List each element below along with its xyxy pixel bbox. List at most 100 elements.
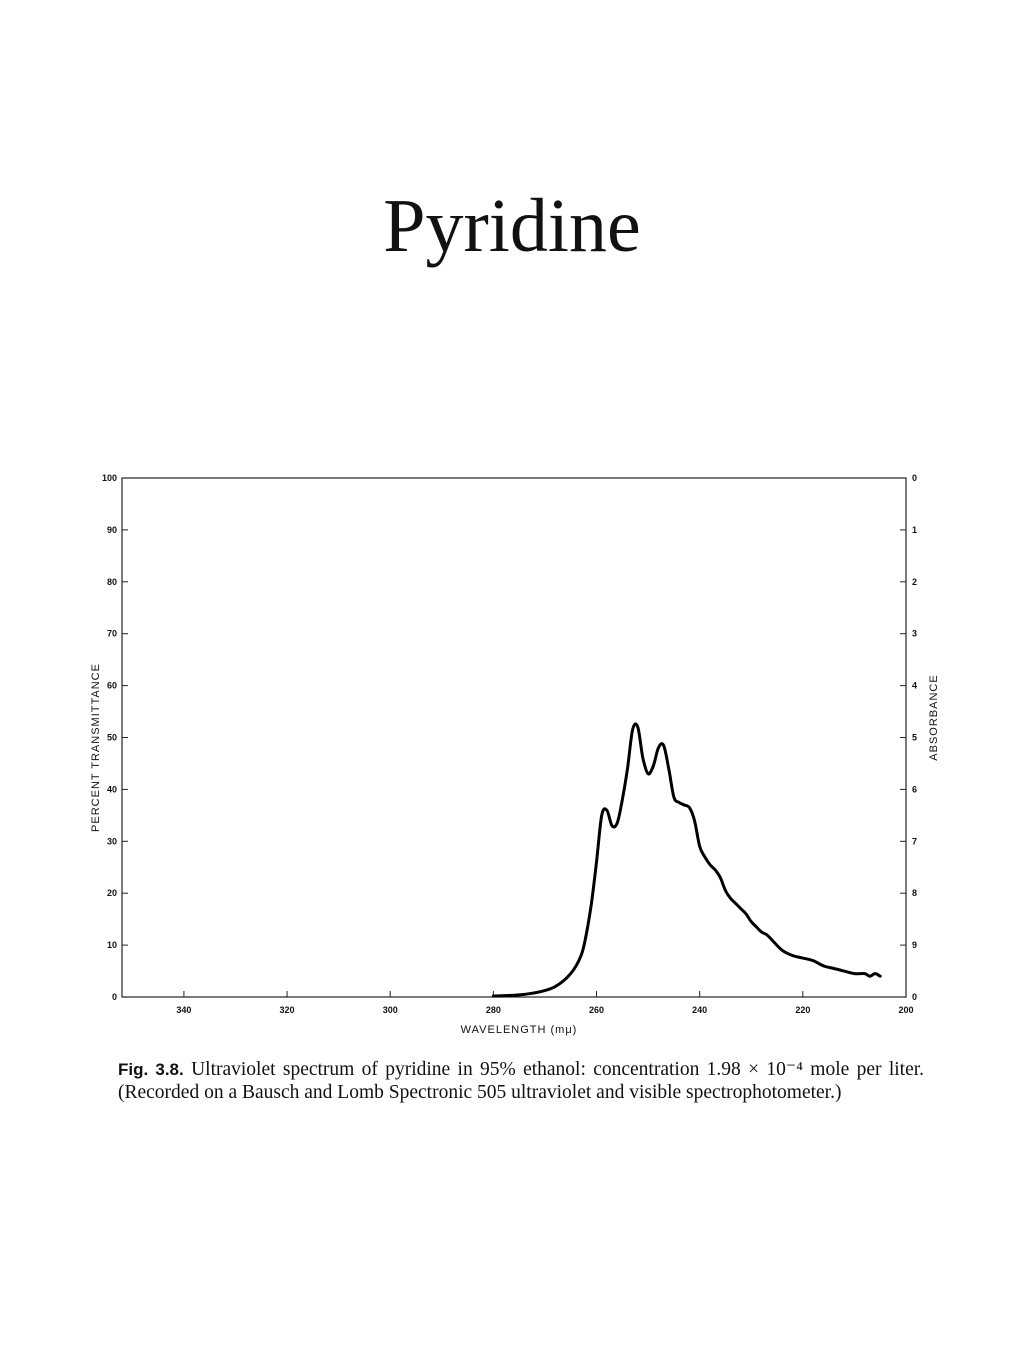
data-point (709, 864, 711, 866)
data-point (802, 957, 804, 959)
data-point (518, 994, 520, 996)
data-point (766, 934, 768, 936)
data-point (492, 995, 494, 997)
data-point (735, 903, 737, 905)
data-point (699, 845, 701, 848)
data-point (879, 975, 881, 977)
y2-tick-label: 1 (912, 525, 917, 535)
data-point (688, 807, 691, 809)
x-axis-ticks: 340 320 300 280 260 240 220 200 (176, 991, 914, 1015)
data-point (570, 973, 572, 975)
y2-tick-label: 0 (912, 473, 917, 483)
y-tick-label: 80 (107, 577, 117, 587)
data-point (781, 949, 783, 951)
x-tick-label: 240 (692, 1005, 707, 1015)
data-point (642, 757, 644, 759)
data-point (693, 819, 696, 822)
y-tick-label: 60 (107, 681, 117, 691)
series-layer (491, 722, 882, 998)
data-point (812, 960, 814, 962)
y-tick-label: 100 (102, 473, 117, 483)
data-point (683, 804, 685, 806)
data-point (740, 908, 742, 910)
data-point (637, 726, 639, 728)
data-point (626, 768, 629, 770)
x-tick-label: 260 (589, 1005, 604, 1015)
data-point (606, 809, 608, 811)
y2-tick-label: 9 (912, 940, 917, 950)
y2-tick-label: 5 (912, 733, 917, 743)
x-tick-label: 220 (795, 1005, 810, 1015)
y-tick-label: 10 (107, 940, 117, 950)
x-axis-title: WAVELENGTH (mμ) (461, 1024, 578, 1036)
data-point (869, 975, 871, 977)
data-point (585, 934, 587, 936)
page-title: Pyridine (383, 184, 641, 268)
y2-tick-label: 3 (912, 629, 917, 639)
data-point (853, 973, 856, 975)
y2-tick-label: 8 (912, 888, 917, 898)
y-tick-label: 30 (107, 836, 117, 846)
data-point (595, 861, 598, 863)
y-tick-label: 90 (107, 525, 117, 535)
data-point (761, 931, 763, 933)
data-point (601, 814, 603, 816)
caption-text: Ultraviolet spectrum of pyridine in 95% … (118, 1059, 925, 1103)
data-point (673, 796, 675, 798)
data-point (647, 773, 649, 775)
y2-tick-label: 2 (912, 577, 917, 587)
plot-frame (121, 477, 907, 998)
data-point (704, 856, 706, 858)
y-axis-ticks: 0 10 20 30 40 50 60 70 80 90 100 (102, 473, 128, 1002)
y2-tick-label: 6 (912, 784, 917, 794)
data-point (730, 897, 732, 899)
data-point (724, 890, 727, 892)
data-point (668, 768, 670, 770)
figure-caption: Fig. 3.8. Ultraviolet spectrum of pyridi… (118, 1058, 924, 1104)
data-point (843, 970, 845, 972)
x-tick-label: 280 (486, 1005, 501, 1015)
data-point (616, 822, 618, 824)
data-point (745, 913, 747, 915)
x-tick-label: 200 (898, 1005, 913, 1015)
data-point (714, 869, 716, 871)
y-tick-label: 70 (107, 629, 117, 639)
data-point (580, 954, 582, 957)
y2-tick-label: 0 (912, 992, 917, 1002)
y2-tick-label: 7 (912, 836, 917, 846)
data-point (791, 954, 794, 957)
data-point (554, 986, 556, 988)
absorbance-axis-ticks: 0 1 2 3 4 5 6 7 8 9 0 (900, 473, 917, 1002)
data-point (657, 747, 660, 749)
data-point (652, 765, 654, 767)
y-tick-label: 40 (107, 784, 117, 794)
y2-tick-label: 4 (912, 681, 917, 691)
data-point (771, 939, 773, 941)
y-tick-label: 0 (112, 992, 117, 1002)
x-tick-label: 320 (280, 1005, 295, 1015)
data-point (874, 973, 876, 975)
x-tick-label: 300 (383, 1005, 398, 1015)
data-point (663, 744, 665, 746)
spectrum-line-0 (491, 722, 882, 998)
data-point (750, 921, 752, 923)
y-axis-title: PERCENT TRANSMITTANCE (90, 663, 102, 832)
y-tick-label: 20 (107, 888, 117, 898)
data-point (755, 926, 758, 928)
absorbance-axis-title: ABSORBANCE (928, 674, 940, 760)
data-point (678, 801, 680, 803)
data-point (719, 877, 721, 879)
data-point (621, 799, 623, 801)
data-point (590, 903, 593, 905)
x-tick-label: 340 (176, 1005, 191, 1015)
data-point (833, 967, 835, 970)
y-tick-label: 50 (107, 733, 117, 743)
plot-border (121, 477, 907, 998)
data-point (611, 825, 613, 827)
figure-label: Fig. 3.8. (118, 1060, 184, 1079)
data-point (864, 973, 866, 975)
data-point (539, 991, 541, 993)
data-point (822, 965, 825, 967)
data-point (632, 729, 634, 731)
